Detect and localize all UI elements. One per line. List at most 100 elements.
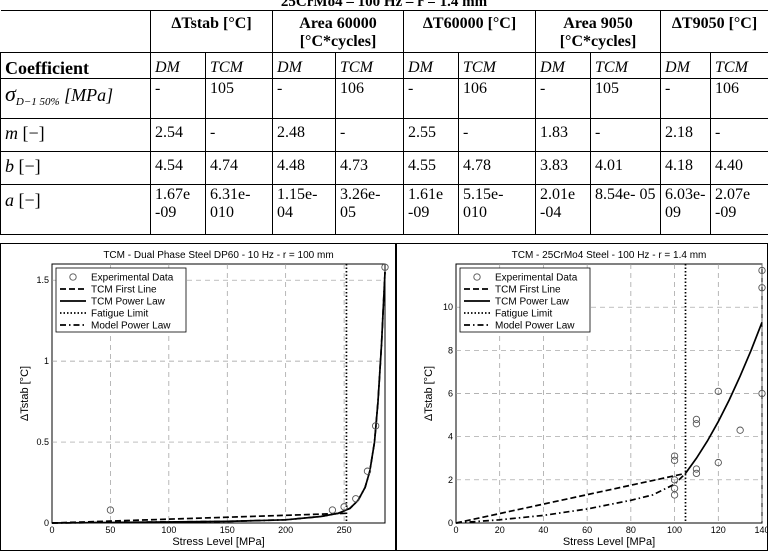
row-label-a: a [−] <box>0 184 151 235</box>
table-cell: 106 <box>710 78 768 119</box>
table-cell: 4.54 <box>150 151 206 185</box>
header-blank <box>0 10 151 53</box>
table-cell: 106 <box>458 78 537 119</box>
table-cell: 2.18 <box>660 118 712 152</box>
table-cell: 2.55 <box>403 118 460 152</box>
y-tick-label: 4 <box>448 432 453 442</box>
table-cell: 3.83 <box>535 151 592 185</box>
x-tick-label: 200 <box>278 525 293 535</box>
data-point <box>692 465 701 473</box>
data-point <box>340 503 348 511</box>
data-point <box>670 484 679 493</box>
sub-header: TCM <box>335 52 405 79</box>
y-tick-label: 0.5 <box>36 437 49 447</box>
data-point <box>106 506 115 514</box>
table-cell: 1.15e- 04 <box>272 184 337 235</box>
table-cell: - <box>403 78 460 119</box>
coefficient-table: ΔTstab [°C] Area 60000 [°C*cycles] ΔT600… <box>0 10 768 235</box>
table-cell: 2.07e -09 <box>710 184 768 235</box>
data-point <box>714 458 722 467</box>
tcm-power-law-line <box>51 272 386 524</box>
table-cell: 4.48 <box>272 151 337 185</box>
chart-25crmo4: TCM - 25CrMo4 Steel - 100 Hz - r = 1.4 m… <box>423 250 767 548</box>
data-point <box>692 420 701 428</box>
x-axis-label: Stress Level [MPa] <box>563 536 655 548</box>
header-dtstab: ΔTstab [°C] <box>149 10 274 53</box>
sub-header: DM <box>272 52 337 79</box>
data-point <box>736 426 744 434</box>
table-cell: - <box>150 78 206 119</box>
data-point <box>714 387 722 395</box>
sub-header: DM <box>535 52 592 79</box>
data-point <box>381 263 389 271</box>
legend-label: TCM Power Law <box>91 297 166 308</box>
table-cell: 4.55 <box>403 151 460 185</box>
sub-header: TCM <box>710 52 768 79</box>
table-cell: 5.15e- 010 <box>458 184 537 235</box>
sub-header: DM <box>403 52 460 79</box>
y-tick-label: 10 <box>443 302 453 312</box>
chart-title: TCM - Dual Phase Steel DP60 - 10 Hz - r … <box>103 250 333 261</box>
y-tick-label: 1.5 <box>36 275 49 285</box>
legend-box <box>459 267 591 333</box>
legend-label: TCM First Line <box>495 285 561 296</box>
table-cell: 4.74 <box>204 151 274 185</box>
y-tick-label: 0 <box>448 518 453 528</box>
data-point <box>363 467 372 475</box>
table-cell: 1.67e -09 <box>150 184 206 235</box>
y-tick-label: 1 <box>44 356 49 366</box>
table-cell: 4.40 <box>710 151 768 185</box>
x-tick-label: 250 <box>337 525 352 535</box>
header-area9050: Area 9050 [°C*cycles] <box>535 10 662 53</box>
row-label-m: m [−] <box>0 118 151 152</box>
table-cell: 2.48 <box>272 118 337 152</box>
table-cell: 8.54e- 05 <box>590 184 662 235</box>
sub-header: TCM <box>590 52 662 79</box>
table-cell: - <box>335 118 405 152</box>
data-point <box>758 266 766 275</box>
table-cell: - <box>204 118 274 152</box>
legend-label: TCM Power Law <box>495 297 570 308</box>
table-cell: 2.01e -04 <box>535 184 592 235</box>
table-cell: 4.01 <box>590 151 662 185</box>
table-cell: - <box>660 78 712 119</box>
data-point <box>692 469 701 478</box>
x-tick-label: 150 <box>220 525 235 535</box>
data-point <box>328 506 337 514</box>
table-title: 25CrMo4 – 100 Hz – r = 1.4 mm <box>280 0 488 10</box>
legend-label: Experimental Data <box>495 273 578 284</box>
y-axis-label: ΔTstab [°C] <box>19 366 31 421</box>
legend-label: TCM First Line <box>91 285 157 296</box>
legend-label: Model Power Law <box>91 321 171 332</box>
table-cell: 6.03e- 09 <box>660 184 712 235</box>
y-tick-label: 0 <box>44 518 49 528</box>
sub-header: TCM <box>458 52 537 79</box>
x-tick-label: 100 <box>161 525 176 535</box>
table-cell: 2.54 <box>150 118 206 152</box>
table-cell: 6.31e- 010 <box>204 184 274 235</box>
chart-panel-25crmo4: TCM - 25CrMo4 Steel - 100 Hz - r = 1.4 m… <box>396 243 768 551</box>
table-cell: 4.18 <box>660 151 712 185</box>
table-cell: - <box>458 118 537 152</box>
table-cell: 1.61e -09 <box>403 184 460 235</box>
x-tick-label: 100 <box>667 525 682 535</box>
tcm-first-line <box>455 472 686 524</box>
y-tick-label: 6 <box>448 389 453 399</box>
legend-box <box>55 267 187 333</box>
tcm-power-law-line <box>684 321 763 474</box>
table-cell: 4.78 <box>458 151 537 185</box>
table-cell: - <box>710 118 768 152</box>
data-point <box>758 389 766 398</box>
header-dt60000: ΔT60000 [°C] <box>403 10 537 53</box>
table-cell: 4.73 <box>335 151 405 185</box>
table-cell: 105 <box>204 78 274 119</box>
x-tick-label: 0 <box>453 525 458 535</box>
table-cell: - <box>272 78 337 119</box>
legend-label: Model Power Law <box>495 321 575 332</box>
table-cell: - <box>535 78 592 119</box>
x-tick-label: 40 <box>538 525 548 535</box>
sub-header: DM <box>660 52 712 79</box>
data-point <box>670 476 679 484</box>
y-tick-label: 8 <box>448 345 453 355</box>
x-tick-label: 20 <box>495 525 505 535</box>
